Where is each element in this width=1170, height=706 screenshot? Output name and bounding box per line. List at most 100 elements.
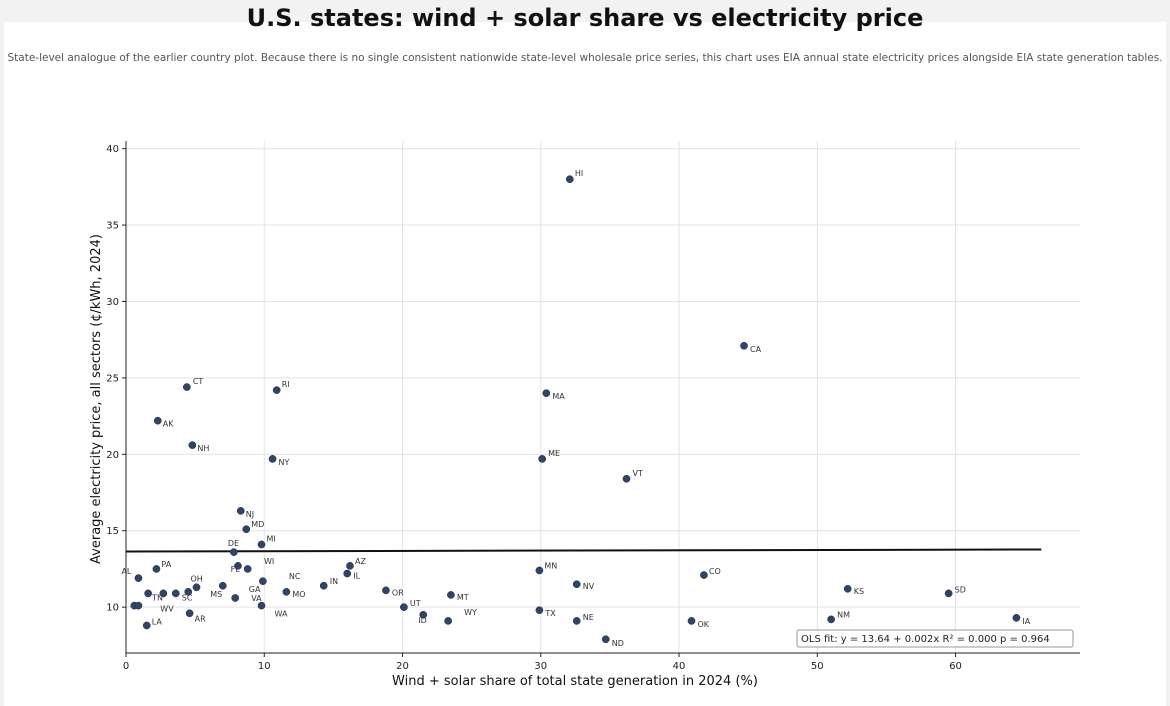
stats-layer: OLS fit: y = 13.64 + 0.002x R² = 0.000 p… — [796, 629, 1074, 648]
point-label: NC — [289, 572, 301, 581]
point-label: NV — [583, 582, 595, 591]
x-tick-label: 20 — [396, 661, 409, 672]
data-point — [343, 569, 352, 578]
y-tick-label: 40 — [106, 144, 119, 155]
point-label: WI — [264, 557, 274, 566]
data-point — [234, 562, 242, 570]
y-tick-label: 15 — [106, 526, 119, 537]
data-point — [282, 588, 291, 596]
point-label: MT — [457, 593, 469, 602]
fit-layer — [125, 548, 1042, 553]
data-point — [188, 441, 197, 449]
point-label: ND — [612, 639, 624, 648]
data-point — [134, 601, 143, 610]
data-point — [159, 589, 168, 598]
data-point — [257, 601, 266, 610]
data-point — [272, 386, 281, 394]
data-point — [400, 603, 408, 611]
point-label: TN — [151, 593, 163, 602]
data-point — [184, 588, 193, 596]
y-tick-label: 25 — [106, 373, 119, 384]
data-point — [144, 589, 152, 598]
grid-layer — [125, 141, 1080, 653]
data-point — [538, 455, 547, 463]
point-label: HI — [575, 169, 583, 178]
point-label: IN — [330, 577, 338, 586]
data-point — [243, 565, 252, 573]
data-point — [687, 617, 696, 625]
data-point — [229, 548, 238, 556]
y-tick-label: 35 — [106, 221, 119, 232]
x-tick-label: 30 — [534, 661, 547, 672]
data-point — [1012, 613, 1021, 622]
x-axis-title: Wind + solar share of total state genera… — [392, 674, 758, 689]
data-point — [827, 615, 835, 624]
data-point — [259, 577, 267, 586]
point-label: OH — [191, 574, 203, 583]
data-point — [242, 525, 251, 534]
point-label: FL — [231, 565, 241, 574]
data-point — [622, 474, 631, 483]
data-point — [171, 589, 180, 598]
data-point — [601, 635, 610, 644]
chart-title: U.S. states: wind + solar share vs elect… — [246, 4, 924, 32]
x-tick-label: 50 — [811, 661, 824, 672]
data-point — [153, 416, 162, 425]
point-label: ID — [418, 616, 427, 625]
point-label: VA — [251, 594, 262, 603]
data-point — [419, 610, 428, 619]
data-point — [182, 383, 191, 391]
point-label: AK — [163, 420, 174, 429]
point-label: OR — [392, 588, 404, 597]
data-point — [236, 507, 245, 515]
points-layer — [130, 175, 1021, 644]
ols-fit-line — [125, 548, 1042, 553]
point-label: UT — [410, 599, 421, 608]
point-label: WY — [464, 608, 477, 617]
data-point — [319, 581, 328, 590]
point-label: SD — [955, 585, 966, 594]
data-point — [542, 389, 551, 398]
data-point — [565, 175, 574, 184]
point-label: SC — [182, 593, 193, 602]
point-label: NH — [197, 444, 209, 453]
point-label: NM — [837, 610, 850, 619]
x-tick-label: 60 — [949, 661, 962, 672]
data-point — [843, 584, 852, 593]
point-label: MA — [552, 392, 565, 401]
data-point — [572, 580, 581, 589]
point-label: MN — [544, 561, 557, 570]
x-tick-label: 0 — [123, 661, 129, 672]
point-label: MI — [266, 534, 275, 543]
point-label: WV — [160, 605, 174, 614]
data-point — [134, 574, 143, 582]
point-label: GA — [249, 585, 261, 594]
data-point — [444, 617, 452, 625]
data-point — [185, 609, 194, 618]
data-point — [257, 540, 266, 549]
data-point — [447, 591, 455, 599]
x-tick-label: 10 — [258, 661, 271, 672]
data-point — [944, 589, 953, 598]
point-label: AL — [121, 567, 131, 576]
point-label: PA — [161, 560, 171, 569]
data-point — [346, 562, 354, 570]
x-tick-label: 40 — [673, 661, 686, 672]
point-label: CA — [750, 345, 762, 354]
data-point — [382, 586, 390, 595]
point-label: MD — [251, 520, 264, 529]
point-label: NY — [279, 458, 290, 467]
data-point — [535, 606, 544, 615]
data-point — [192, 583, 201, 592]
point-label: NE — [583, 613, 594, 622]
point-label: RI — [282, 380, 290, 389]
point-label: CO — [709, 567, 721, 576]
data-point — [218, 581, 227, 590]
data-point — [572, 617, 581, 625]
y-tick-label: 20 — [106, 450, 119, 461]
data-point — [740, 341, 748, 350]
point-label: DE — [228, 539, 239, 548]
y-tick-label: 30 — [106, 297, 119, 308]
